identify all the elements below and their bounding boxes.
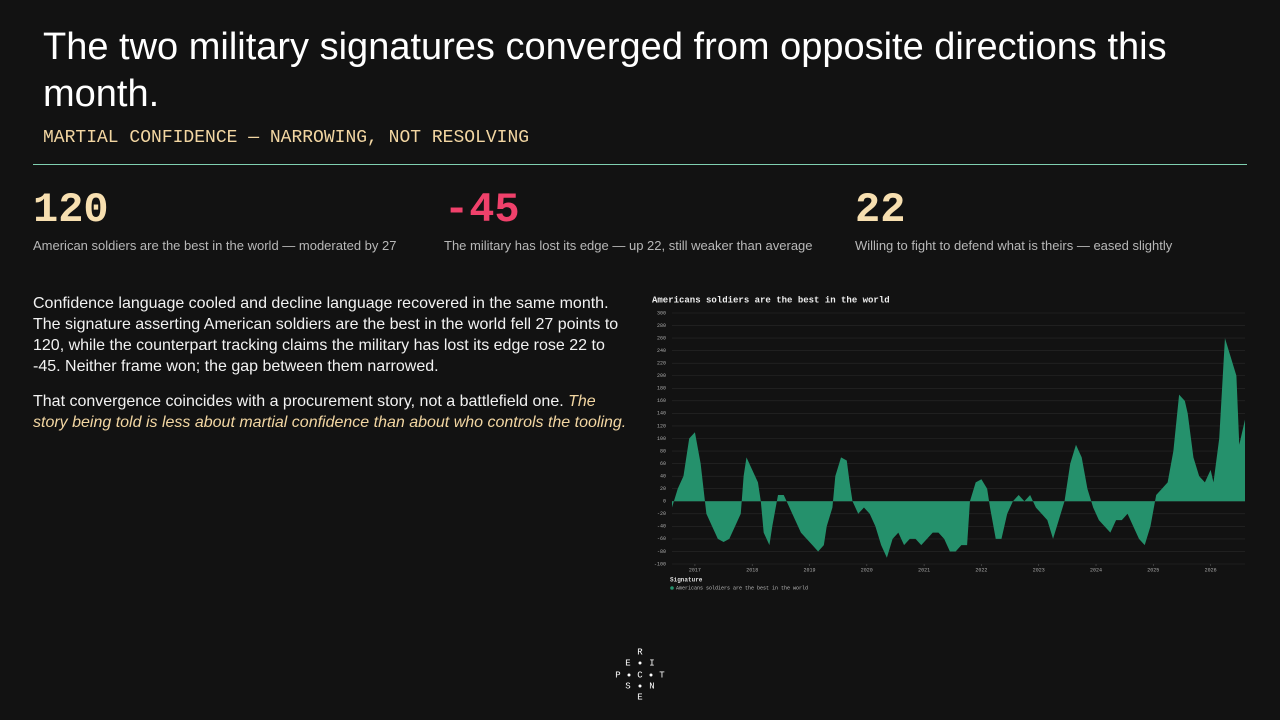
stat-value: 22	[855, 186, 906, 234]
logo-letter: P	[615, 670, 620, 680]
logo-dot	[638, 661, 642, 665]
x-tick-label: 2022	[975, 567, 987, 573]
x-tick-label: 2023	[1033, 567, 1045, 573]
y-tick-label: 200	[657, 373, 666, 379]
paragraph: That convergence coincides with a procur…	[33, 391, 628, 433]
x-tick-label: 2019	[804, 567, 816, 573]
divider	[33, 164, 1247, 165]
y-tick-label: 180	[657, 386, 666, 392]
y-tick-label: 140	[657, 411, 666, 417]
y-tick-label: 260	[657, 335, 666, 341]
y-tick-label: 280	[657, 323, 666, 329]
logo-letter: C	[637, 670, 643, 680]
subtitle: MARTIAL CONFIDENCE — NARROWING, NOT RESO…	[43, 128, 530, 148]
stat: 22 Willing to fight to defend what is the…	[855, 186, 1255, 253]
logo-dot	[649, 673, 653, 677]
chart-title: Americans soldiers are the best in the w…	[652, 295, 890, 305]
y-tick-label: -60	[657, 536, 666, 542]
text: That convergence coincides with a procur…	[33, 393, 564, 410]
logo-letter: E	[625, 658, 630, 668]
paragraph: Confidence language cooled and decline l…	[33, 295, 619, 375]
y-tick-label: -40	[657, 524, 666, 530]
y-tick-label: 100	[657, 436, 666, 442]
stat-caption: Willing to fight to defend what is their…	[855, 238, 1173, 253]
x-tick-label: 2017	[689, 567, 701, 573]
stat-caption: American soldiers are the best in the wo…	[33, 238, 397, 253]
y-tick-label: 40	[660, 473, 666, 479]
y-tick-label: 300	[657, 310, 666, 316]
stat-caption: The military has lost its edge — up 22, …	[444, 238, 813, 253]
y-tick-label: 0	[663, 499, 666, 505]
y-tick-label: 120	[657, 423, 666, 429]
chart: Americans soldiers are the best in the w…	[652, 295, 1245, 591]
x-tick-label: 2020	[861, 567, 873, 573]
stat: -45 The military has lost its edge — up 2…	[444, 186, 844, 253]
y-tick-label: -20	[657, 511, 666, 517]
legend-label: Americans soldiers are the best in the w…	[676, 585, 808, 591]
logo: RE IP C TS NE	[615, 647, 665, 702]
x-tick-label: 2025	[1147, 567, 1159, 573]
area	[672, 338, 1245, 558]
logo-letter: I	[649, 658, 654, 668]
body-text: Confidence language cooled and decline l…	[33, 293, 628, 447]
logo-letter: E	[637, 692, 642, 702]
logo-letter: T	[659, 670, 665, 680]
y-tick-label: 240	[657, 348, 666, 354]
y-tick-label: 60	[660, 461, 666, 467]
y-tick-label: 20	[660, 486, 666, 492]
y-tick-label: -80	[657, 549, 666, 555]
x-tick-label: 2026	[1205, 567, 1217, 573]
logo-letter: R	[637, 647, 643, 657]
x-tick-label: 2021	[918, 567, 930, 573]
logo-letter: S	[625, 681, 630, 691]
y-tick-label: 80	[660, 448, 666, 454]
logo-dot	[627, 673, 631, 677]
y-tick-label: 220	[657, 361, 666, 367]
legend-swatch	[670, 586, 674, 590]
stat: 120 American soldiers are the best in the…	[33, 186, 433, 253]
x-tick-label: 2018	[746, 567, 758, 573]
x-tick-label: 2024	[1090, 567, 1102, 573]
legend-title: Signature	[670, 577, 703, 584]
emphasis: The story being told is less about marti…	[33, 393, 627, 431]
logo-letter: N	[649, 681, 654, 691]
y-tick-label: 160	[657, 398, 666, 404]
y-tick-label: -100	[654, 561, 666, 567]
stat-value: 120	[33, 186, 109, 234]
stat-value: -45	[444, 186, 520, 234]
title: The two military signatures converged fr…	[43, 26, 1167, 115]
logo-dot	[638, 684, 642, 688]
